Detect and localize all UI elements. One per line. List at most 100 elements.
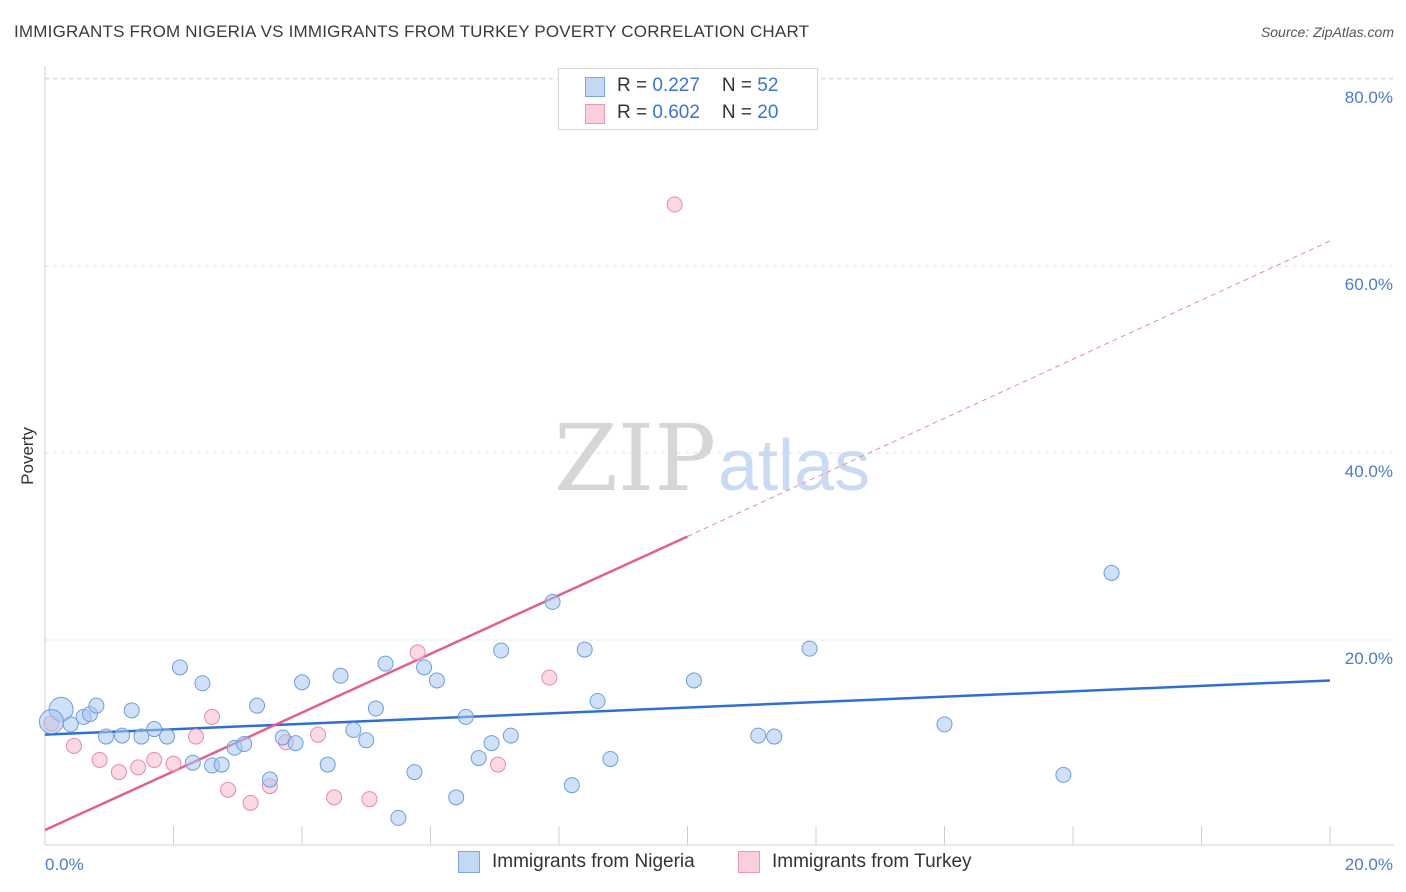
legend-n-value-turkey: 20 [757,102,779,123]
nigeria-point [544,593,561,610]
turkey-point [541,669,558,686]
nigeria-point [750,727,767,744]
y-tick-label: 60.0% [1345,275,1393,294]
bottom-legend-swatch-nigeria [458,851,480,873]
gridlines [45,77,1394,641]
nigeria-point [261,771,278,788]
watermark: ZIP atlas [554,405,870,512]
nigeria-point [416,659,433,676]
nigeria-point [390,809,407,826]
turkey-point [310,726,327,743]
bottom-legend-turkey: Immigrants from Turkey [738,851,972,873]
turkey-point [666,196,683,213]
turkey-point [130,759,147,776]
bottom-legend-label-turkey: Immigrants from Turkey [772,851,972,872]
bottom-legend-swatch-turkey [738,851,760,873]
watermark-atlas: atlas [718,426,870,506]
nigeria-point [98,728,115,745]
turkey-point [361,791,378,808]
turkey-point [165,755,182,772]
nigeria-point [685,672,702,689]
legend-r-label: R = [617,75,653,96]
turkey-point [187,728,204,745]
nigeria-point [213,756,230,773]
turkey-point [204,708,221,725]
nigeria-point [406,764,423,781]
y-axis-title: Poverty [18,427,37,485]
trend-lines [44,240,1331,832]
nigeria-point [358,732,375,749]
nigeria-point [171,659,188,676]
bottom-legend-label-nigeria: Immigrants from Nigeria [492,851,695,872]
x-tick-labels: 0.0% 20.0% [45,855,1393,874]
y-tick-label: 20.0% [1345,649,1393,668]
data-points [38,196,1120,826]
turkey-point [65,737,82,754]
nigeria-point [319,756,336,773]
bottom-legend-nigeria: Immigrants from Nigeria [458,851,695,873]
legend-swatch-nigeria [585,77,605,97]
y-tick-label: 80.0% [1345,88,1393,107]
nigeria-point [159,728,176,745]
nigeria-point [194,675,211,692]
x-tick-label: 0.0% [45,855,84,874]
nigeria-point [483,735,500,752]
turkey-point [91,751,108,768]
nigeria-point [448,789,465,806]
turkey-trend-line [44,535,689,832]
chart-title: IMMIGRANTS FROM NIGERIA VS IMMIGRANTS FR… [14,22,810,41]
nigeria-point [184,754,201,771]
nigeria-point [38,709,64,735]
turkey-point [146,751,163,768]
turkey-point [489,756,506,773]
legend-swatch-turkey [585,104,605,124]
stats-legend: R = 0.227 N = 52 R = 0.602 N = 20 [558,68,818,130]
nigeria-point [576,641,593,658]
nigeria-point [428,672,445,689]
turkey-point [409,644,426,661]
nigeria-point [133,728,150,745]
turkey-point [242,794,259,811]
nigeria-point [1055,766,1072,783]
nigeria-point [589,693,606,710]
nigeria-point [457,708,474,725]
nigeria-point [1103,564,1120,581]
nigeria-point [493,642,510,659]
turkey-trend-extension [687,240,1331,537]
turkey-point [326,789,343,806]
nigeria-point [62,716,79,733]
nigeria-point [367,700,384,717]
nigeria-point [249,697,266,714]
turkey-point [220,781,237,798]
nigeria-point [602,750,619,767]
source-label: Source: ZipAtlas.com [1260,24,1394,40]
legend-n-value-nigeria: 52 [757,75,779,96]
nigeria-point [294,674,310,691]
nigeria-point [502,727,519,744]
nigeria-point [377,655,394,672]
nigeria-point [123,702,140,719]
y-tick-labels: 20.0% 40.0% 60.0% 80.0% [1345,88,1393,668]
legend-r-label: R = [617,102,653,123]
nigeria-point [345,721,362,738]
turkey-point [110,764,127,781]
legend-r-value-turkey: 0.602 [652,102,700,123]
legend-n-label: N = [721,75,758,96]
legend-r-value-nigeria: 0.227 [652,75,700,96]
y-tick-label: 40.0% [1345,462,1393,481]
nigeria-point [936,716,953,733]
x-ticks [173,826,1331,845]
nigeria-point [287,735,304,752]
legend-n-label: N = [721,102,758,123]
nigeria-point [332,667,349,684]
nigeria-point [470,750,487,767]
nigeria-point [801,640,818,657]
nigeria-point [766,728,783,745]
nigeria-point [114,727,131,744]
nigeria-point [146,721,163,738]
watermark-zip: ZIP [554,405,716,512]
x-tick-label: 20.0% [1345,855,1393,874]
nigeria-point [88,697,105,714]
nigeria-trend-line [44,679,1331,736]
